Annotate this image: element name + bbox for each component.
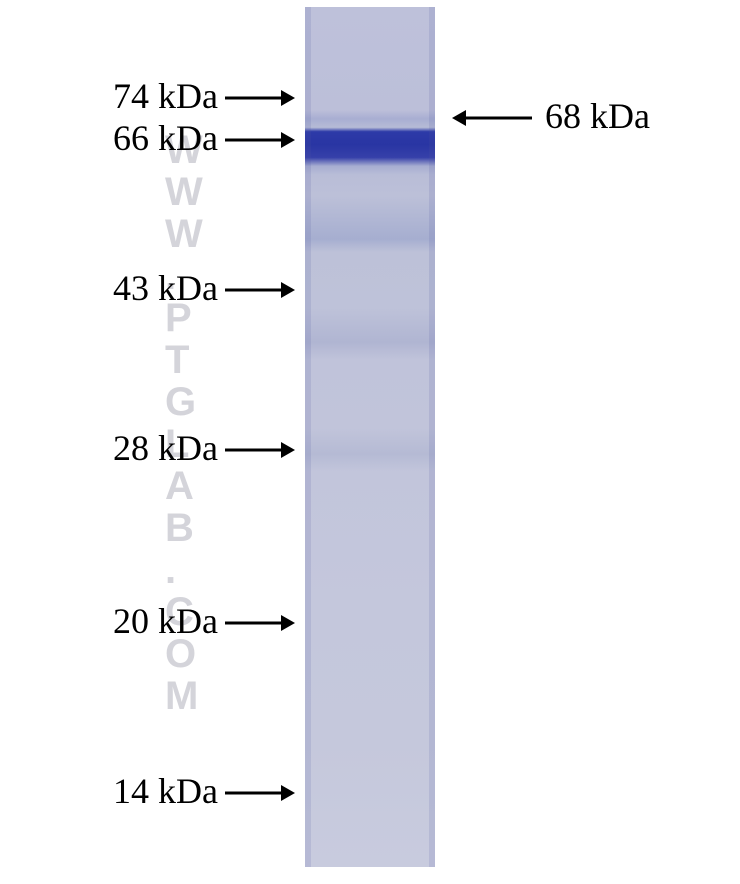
watermark-char: . bbox=[165, 550, 176, 590]
watermark-char: M bbox=[165, 676, 198, 716]
watermark-char: T bbox=[165, 340, 189, 380]
marker-label: 43 kDa bbox=[113, 270, 218, 306]
marker-arrow bbox=[223, 781, 311, 805]
gel-lane bbox=[305, 7, 435, 867]
marker-arrow bbox=[223, 438, 311, 462]
watermark-char: W bbox=[165, 214, 203, 254]
marker-label: 68 kDa bbox=[545, 98, 650, 134]
marker-label: 20 kDa bbox=[113, 603, 218, 639]
marker-label: 74 kDa bbox=[113, 78, 218, 114]
marker-arrow bbox=[223, 128, 311, 152]
watermark-char: A bbox=[165, 466, 194, 506]
marker-arrow bbox=[223, 278, 311, 302]
marker-arrow bbox=[223, 611, 311, 635]
watermark-char: G bbox=[165, 382, 196, 422]
marker-label: 28 kDa bbox=[113, 430, 218, 466]
watermark-char: W bbox=[165, 172, 203, 212]
watermark-char: B bbox=[165, 508, 194, 548]
marker-label: 66 kDa bbox=[113, 120, 218, 156]
marker-label: 14 kDa bbox=[113, 773, 218, 809]
gel-figure: WWW.PTGLAB.COM 74 kDa66 kDa43 kDa28 kDa2… bbox=[0, 0, 740, 884]
marker-arrow bbox=[223, 86, 311, 110]
gel-lane-edge-right bbox=[429, 7, 435, 867]
marker-arrow bbox=[450, 106, 548, 130]
